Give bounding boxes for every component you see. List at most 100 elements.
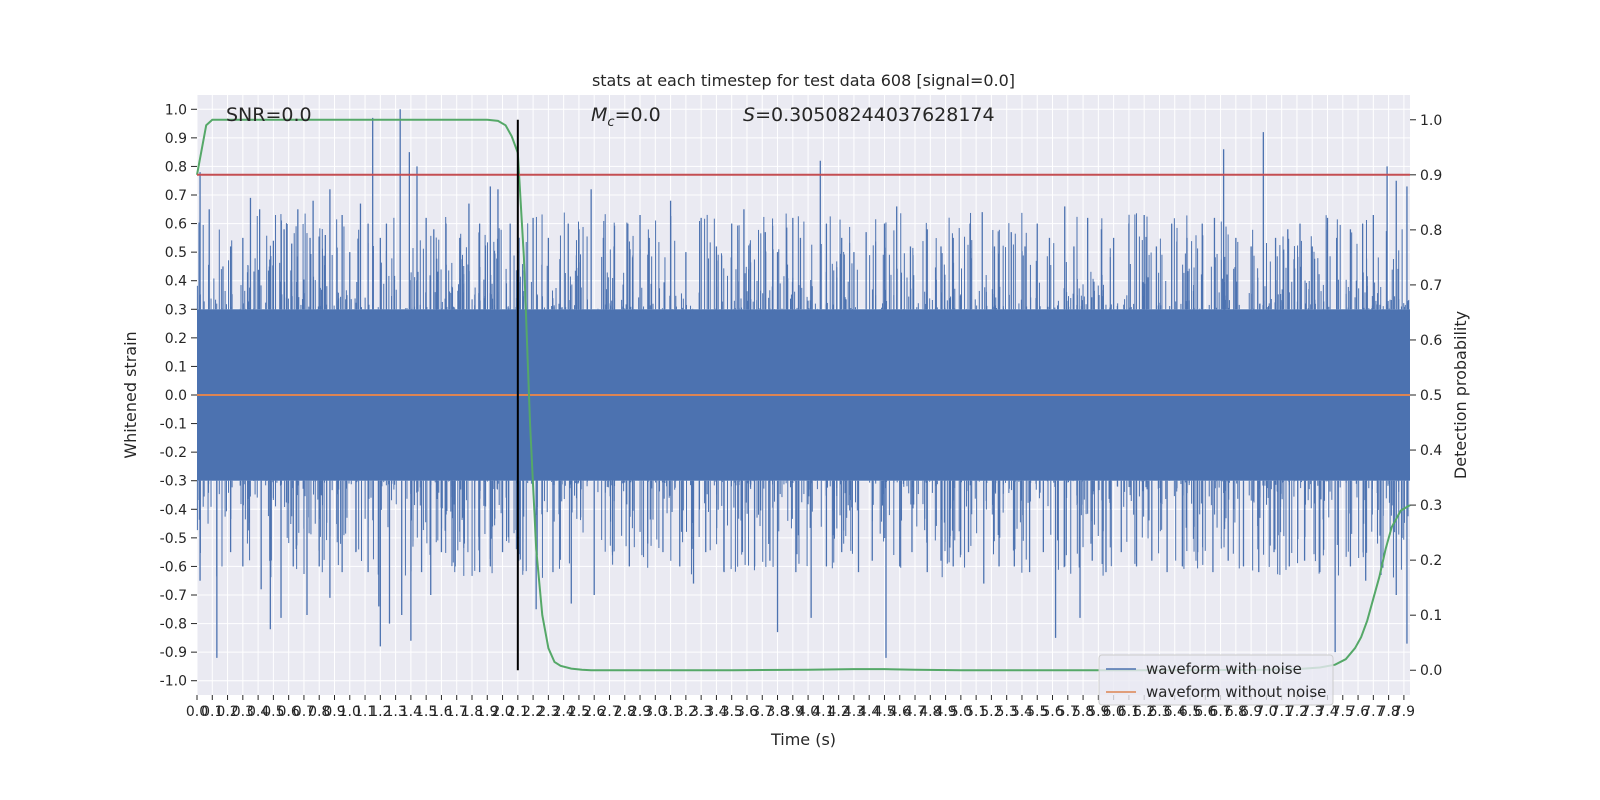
x-tick-label: 2.3 [537, 704, 559, 720]
x-tick-label: 7.0 [1255, 704, 1277, 720]
x-tick-label: 3.7 [751, 704, 773, 720]
x-tick-label: 7.3 [1301, 704, 1323, 720]
mc-symbol: M [591, 104, 607, 126]
x-tick-label: 5.4 [1011, 704, 1033, 720]
x-tick-label: 5.2 [980, 704, 1002, 720]
axes: -1.0 -0.9 -0.8 -0.7 -0.6 -0.5 -0.4 -0.3 -0.2 -0.1… [160, 102, 1443, 720]
x-tick-label: 4.4 [858, 704, 880, 720]
y-left-tick-label: 0.7 [165, 188, 187, 204]
y-left-tick-label: 0.6 [165, 217, 187, 233]
y-axis-label-right: Detection probability [1451, 311, 1470, 479]
legend: waveform with noise waveform without noi… [1098, 654, 1334, 706]
x-tick-label: 7.7 [1362, 704, 1384, 720]
x-tick-label: 2.1 [507, 704, 529, 720]
x-tick-label: 6.7 [1209, 704, 1231, 720]
x-tick-label: 5.5 [1026, 704, 1048, 720]
x-tick-label: 5.6 [1041, 704, 1063, 720]
y-right-tick-label: 1.0 [1420, 113, 1442, 129]
y-left-tick-label: -0.4 [160, 502, 187, 518]
y-right-tick-label: 0.5 [1420, 388, 1442, 404]
y-left-tick-label: -0.9 [160, 645, 187, 661]
x-tick-label: 1.9 [476, 704, 498, 720]
y-right-tick-label: 0.3 [1420, 498, 1442, 514]
x-tick-label: 7.5 [1332, 704, 1354, 720]
legend-box [1098, 654, 1334, 706]
x-tick-label: 5.3 [996, 704, 1018, 720]
y-left-tick-label: 0.9 [165, 131, 187, 147]
x-tick-label: 0.9 [323, 704, 345, 720]
x-tick-label: 1.0 [339, 704, 361, 720]
x-tick-label: 2.9 [629, 704, 651, 720]
x-tick-label: 1.1 [354, 704, 376, 720]
x-tick-label: 3.5 [721, 704, 743, 720]
x-tick-label: 6.2 [1133, 704, 1155, 720]
s-symbol: S [743, 104, 755, 126]
x-tick-label: 3.0 [644, 704, 666, 720]
x-tick-label: 6.1 [1118, 704, 1140, 720]
snr-annotation: SNR=0.0 [226, 104, 312, 126]
y-left-tick-label: 0.8 [165, 159, 187, 175]
y-left-tick-label: -0.8 [160, 617, 187, 633]
x-tick-label: 7.8 [1377, 704, 1399, 720]
y-left-tick-label: 0.5 [165, 245, 187, 261]
x-tick-label: 3.1 [659, 704, 681, 720]
series-line-1 [196, 118, 1411, 672]
x-tick-label: 6.0 [1102, 704, 1124, 720]
chart-title: stats at each timestep for test data 608… [592, 71, 1015, 90]
y-left-tick-label: -0.6 [160, 559, 187, 575]
x-tick-label: 3.9 [782, 704, 804, 720]
annotations: SNR=0.0 Mc=0.0 S=0.30508244037628174 [226, 104, 995, 130]
mc-value: =0.0 [615, 104, 661, 126]
x-tick-label: 4.1 [812, 704, 834, 720]
x-tick-label: 5.8 [1072, 704, 1094, 720]
y-left-tick-label: -0.5 [160, 531, 187, 547]
x-tick-label: 2.6 [583, 704, 605, 720]
x-tick-label: 1.2 [369, 704, 391, 720]
x-tick-label: 3.6 [736, 704, 758, 720]
x-tick-label: 0.0 [186, 704, 208, 720]
x-tick-label: 7.6 [1347, 704, 1369, 720]
mc-annotation: Mc=0.0 [591, 104, 661, 130]
y-left-tick-label: -1.0 [160, 674, 187, 690]
y-left-tick-label: 0.1 [165, 359, 187, 375]
legend-label-clean: waveform without noise [1146, 683, 1326, 701]
x-tick-label: 7.4 [1316, 704, 1338, 720]
y-left-tick-label: 0.3 [165, 302, 187, 318]
x-tick-label: 4.3 [843, 704, 865, 720]
x-tick-label: 2.5 [568, 704, 590, 720]
y-left-tick-label: -0.7 [160, 588, 187, 604]
x-tick-label: 0.2 [216, 704, 238, 720]
y-left-tick-label: -0.2 [160, 445, 187, 461]
y-left-tick-label: 0.2 [165, 331, 187, 347]
x-tick-label: 5.9 [1087, 704, 1109, 720]
x-tick-label: 1.3 [384, 704, 406, 720]
x-tick-label: 1.8 [461, 704, 483, 720]
s-annotation: S=0.30508244037628174 [743, 104, 995, 126]
y-axis-label-left: Whitened strain [121, 331, 140, 458]
x-tick-label: 6.3 [1148, 704, 1170, 720]
x-tick-label: 5.0 [950, 704, 972, 720]
y-left-tick-label: 0.0 [165, 388, 187, 404]
y-right-tick-label: 0.9 [1420, 168, 1442, 184]
y-left-tick-label: 0.4 [165, 274, 187, 290]
x-tick-label: 3.8 [766, 704, 788, 720]
y-right-tick-label: 0.0 [1420, 663, 1442, 679]
x-tick-label: 0.1 [201, 704, 223, 720]
x-tick-label: 4.2 [828, 704, 850, 720]
y-right-tick-label: 0.4 [1420, 443, 1442, 459]
x-tick-label: 0.8 [308, 704, 330, 720]
x-tick-label: 4.0 [797, 704, 819, 720]
x-tick-label: 2.2 [522, 704, 544, 720]
x-tick-label: 6.4 [1164, 704, 1186, 720]
x-tick-label: 7.2 [1286, 704, 1308, 720]
x-tick-label: 0.3 [232, 704, 254, 720]
s-value: =0.30508244037628174 [755, 104, 995, 126]
x-tick-label: 6.8 [1225, 704, 1247, 720]
legend-label-noise: waveform with noise [1146, 660, 1302, 678]
x-tick-label: 1.7 [446, 704, 468, 720]
x-tick-label: 1.4 [400, 704, 422, 720]
y-right-tick-label: 0.1 [1420, 608, 1442, 624]
x-tick-label: 7.9 [1393, 704, 1415, 720]
x-tick-label: 2.4 [553, 704, 575, 720]
